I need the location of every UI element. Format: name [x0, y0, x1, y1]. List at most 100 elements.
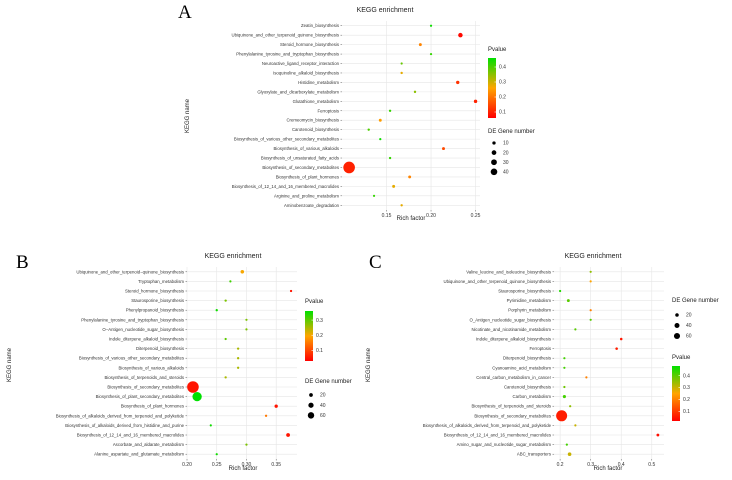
colorbar-tick-label: 0.2 [499, 95, 506, 101]
category-label: Biosynthesis_of_plant_hormones [121, 404, 184, 409]
data-point [378, 118, 382, 122]
category-label: Valine_leucine_and_isoleucine_biosynthes… [466, 269, 551, 274]
category-label: Histidine_metabolism [298, 80, 339, 85]
category-label: Carotenoid_biosynthesis [292, 127, 339, 132]
panel-letter-c: C [369, 252, 382, 273]
data-point [236, 347, 240, 350]
size-legend-dot [491, 150, 497, 155]
size-legend-dot [673, 332, 681, 340]
data-point [245, 328, 248, 331]
category-label: Biosynthesis_of_terpenoids_and_steroids [471, 404, 551, 409]
pvalue-legend-title: Pvalue [672, 355, 691, 361]
data-point [209, 424, 212, 427]
panel-a: A KEGG enrichment Zeatin_biosynthesis Ubiqu… [178, 2, 535, 222]
data-point [215, 309, 218, 312]
category-label: Ferroptosis [530, 346, 552, 351]
gene-number-legend-title: DE Gene number [672, 298, 719, 304]
chart-title: KEGG enrichment [205, 253, 262, 260]
category-label: Diterpenoid_biosynthesis [136, 346, 184, 351]
size-legend-dot [675, 313, 679, 317]
data-point [367, 128, 370, 131]
size-legend-dot [492, 141, 496, 145]
data-point [187, 381, 199, 393]
data-point [585, 376, 588, 379]
data-point [236, 357, 240, 360]
size-legend-label: 30 [503, 160, 509, 166]
pvalue-legend-title: Pvalue [488, 47, 507, 53]
data-point [429, 24, 433, 27]
category-label: Biosynthesis_of_plant_hormones [276, 174, 339, 179]
category-label: Neuroactive_ligand_receptor_interaction [262, 61, 340, 66]
data-point [556, 410, 568, 422]
data-point [392, 184, 396, 188]
y-axis-label: KEGG name [366, 347, 372, 382]
plot-area [553, 266, 665, 460]
category-label: Ascorbate_and_aldarate_metabolism [113, 442, 185, 447]
size-legend-label: 40 [686, 323, 692, 329]
data-point [379, 138, 382, 141]
data-point [563, 366, 566, 369]
data-point [400, 71, 403, 75]
category-label: Biosynthesis_of_unsaturated_fatty_acids [261, 156, 339, 161]
data-point [442, 147, 445, 151]
colorbar-tick-label: 0.2 [316, 333, 323, 339]
panel-letter-a: A [178, 2, 192, 23]
panel-letter-b: B [16, 252, 29, 273]
x-tick-label: 0.25 [471, 213, 481, 219]
data-point [264, 414, 268, 417]
size-legend-dot [490, 168, 498, 176]
data-point [566, 299, 570, 303]
data-point [619, 337, 623, 341]
x-tick-label: 0.30 [242, 462, 252, 468]
category-label: Biosynthesis_of_terpenoids_and_steroids [104, 375, 184, 380]
category-label: Cremeomycin_biosynthesis [286, 118, 339, 123]
size-legend-dot [309, 393, 313, 397]
category-label: ABC_transporters [517, 452, 551, 457]
data-point [408, 175, 412, 179]
size-legend-label: 20 [503, 150, 509, 156]
colorbar-tick-label: 0.1 [683, 409, 690, 415]
data-point [589, 318, 592, 321]
y-axis-label: KEGG name [7, 347, 13, 382]
category-label: Biosynthesis_of_secondary_metabolites [107, 385, 184, 390]
data-point [615, 347, 618, 350]
colorbar-tick-label: 0.1 [499, 110, 506, 116]
data-point [224, 337, 227, 341]
data-point [274, 404, 278, 408]
x-axis-label: Rich factor [229, 466, 258, 472]
category-label: Carotenoid_biosynthesis [504, 385, 551, 390]
category-label: Cyanoamino_acid_metabolism [492, 365, 551, 370]
category-label: Biosynthesis_of_12_14_and_16_membered_ma… [444, 433, 551, 438]
data-point [286, 433, 290, 437]
category-label: Pyrimidine_metabolism [507, 298, 552, 303]
x-tick-label: 0.3 [587, 462, 594, 468]
data-point [245, 443, 248, 446]
category-label: Biosynthesis_of_various_alkaloids [274, 146, 339, 151]
category-label: Phenylpropanoid_biosynthesis [126, 308, 184, 313]
data-point [245, 318, 248, 321]
data-point [429, 52, 433, 56]
size-legend-dot [307, 412, 315, 419]
category-label: Biosynthesis_of_various_other_secondary_… [79, 356, 184, 361]
category-label: Central_carbon_metabolism_in_cancer [476, 375, 551, 380]
data-point [236, 366, 240, 369]
pvalue-colorbar [488, 58, 496, 118]
colorbar-tick-label: 0.3 [316, 318, 323, 324]
category-label: Phenylalanine_tyrosine_and_tryptophan_bi… [81, 317, 184, 322]
category-label: Porphyrin_metabolism [508, 308, 551, 313]
category-label: Isoquinoline_alkaloid_biosynthesis [273, 70, 339, 75]
data-point [569, 405, 572, 408]
category-label: Biosynthesis_of_alkaloids_derived_from_t… [56, 413, 185, 418]
pvalue-legend-title: Pvalue [305, 299, 324, 305]
category-label: Alanine_aspartate_and_glutamate_metaboli… [94, 452, 184, 457]
data-point [372, 194, 376, 197]
category-label: Steroid_hormone_biosynthesis [125, 289, 184, 294]
chart-title: KEGG enrichment [565, 253, 622, 260]
data-point [559, 289, 562, 293]
data-point [563, 385, 566, 389]
category-label: Ubiquinone_and_other_terpenoid_quinone_b… [231, 33, 339, 38]
size-legend-label: 40 [320, 403, 326, 409]
colorbar-tick-label: 0.2 [683, 397, 690, 403]
data-point [215, 453, 218, 456]
